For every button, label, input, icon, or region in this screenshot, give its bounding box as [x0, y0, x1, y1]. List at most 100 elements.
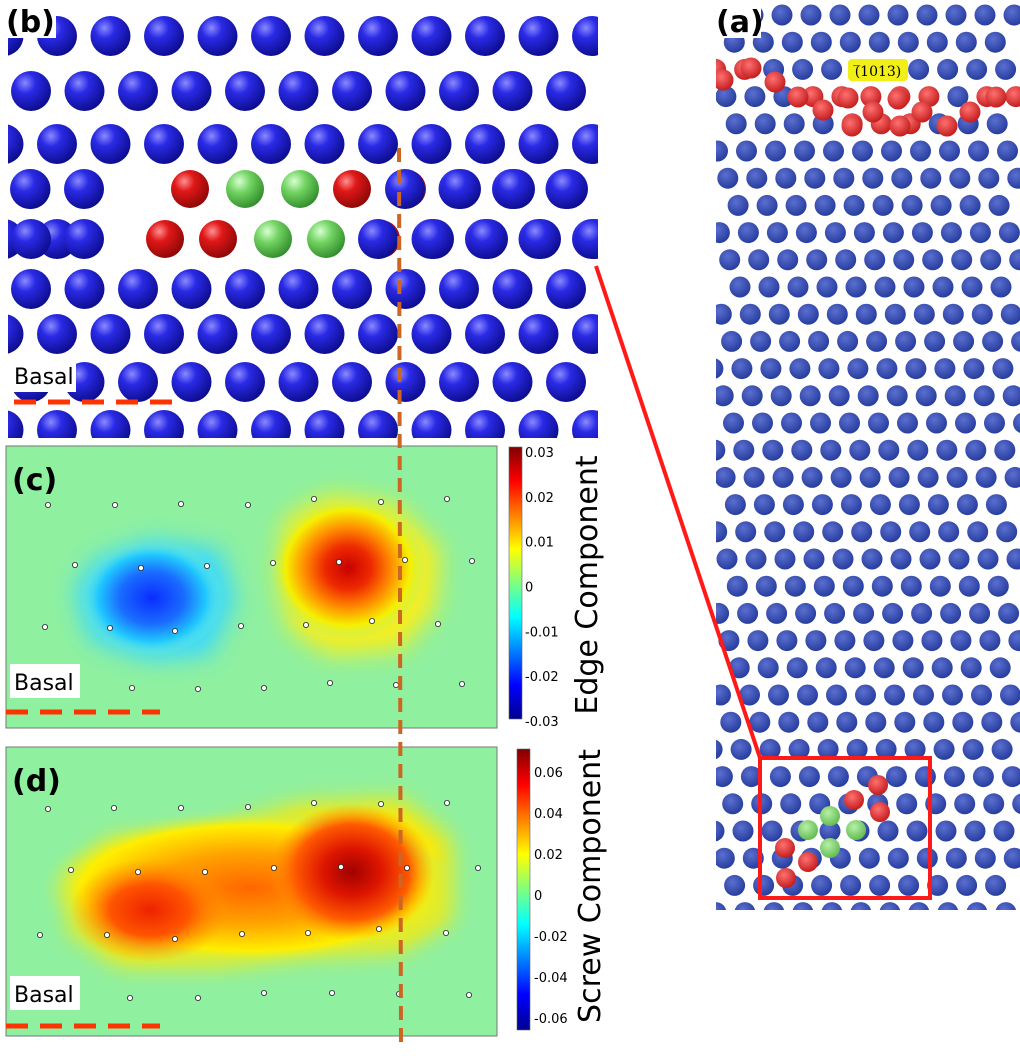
panel-c-basal-bg: [10, 664, 80, 698]
matrix-atom: [465, 16, 505, 56]
matrix-atom: [836, 711, 858, 733]
matrix-atom: [850, 902, 872, 910]
matrix-atom: [575, 219, 598, 259]
boundary-atom: [775, 838, 795, 858]
matrix-atom: [869, 494, 891, 516]
matrix-atom: [1009, 249, 1020, 271]
matrix-atom: [441, 169, 481, 209]
matrix-atom: [837, 330, 859, 352]
matrix-atom: [197, 124, 238, 164]
matrix-atom: [969, 222, 991, 244]
matrix-atom: [495, 169, 535, 209]
matrix-atom: [744, 86, 766, 108]
matrix-atom: [851, 521, 873, 543]
matrix-atom: [716, 439, 726, 461]
matrix-atom: [916, 847, 938, 869]
site-marker: [244, 804, 251, 811]
matrix-atom: [964, 820, 986, 842]
site-marker: [194, 995, 201, 1002]
boundary-atom: [844, 790, 864, 810]
matrix-atom: [855, 303, 877, 325]
matrix-atom: [546, 71, 586, 111]
boundary-atom: [870, 802, 890, 822]
matrix-atom: [777, 249, 799, 271]
matrix-atom: [908, 902, 930, 910]
boundary-atom: [936, 115, 958, 137]
matrix-atom: [994, 439, 1016, 461]
colorbar-tick-label: 0.02: [525, 491, 554, 506]
matrix-atom: [862, 167, 884, 189]
matrix-atom: [858, 4, 880, 26]
matrix-atom: [225, 362, 265, 402]
matrix-atom: [956, 874, 978, 896]
matrix-atom: [778, 711, 800, 733]
matrix-atom: [947, 86, 969, 108]
matrix-atom: [716, 820, 725, 842]
matrix-atom: [895, 330, 917, 352]
matrix-atom: [817, 738, 839, 760]
matrix-atom: [920, 167, 942, 189]
site-marker: [238, 931, 245, 938]
matrix-atom: [882, 222, 904, 244]
site-marker: [335, 559, 342, 566]
matrix-atom: [118, 71, 158, 111]
matrix-atom: [278, 269, 319, 309]
matrix-atom: [903, 276, 925, 298]
matrix-atom: [913, 684, 934, 706]
matrix-atom: [908, 58, 930, 80]
colorbar-tick-label: -0.06: [534, 1012, 568, 1027]
boundary-atom: [1005, 86, 1020, 108]
matrix-atom: [144, 314, 184, 354]
matrix-atom: [492, 362, 533, 402]
site-marker: [474, 865, 481, 872]
matrix-atom: [845, 276, 867, 298]
matrix-atom: [992, 358, 1014, 380]
matrix-atom: [737, 222, 759, 244]
panel-d-screw-map: Basal (d) 0.06 0.04 0.02 0 -0.02 -0.04 -0.06 S…: [5, 746, 608, 1037]
boundary-atom: [911, 101, 933, 123]
matrix-atom: [171, 71, 212, 111]
matrix-atom: [716, 222, 730, 244]
boundary-vertical-dash: [397, 147, 403, 1051]
matrix-atom: [197, 410, 238, 438]
site-marker: [368, 618, 375, 625]
matrix-atom: [439, 362, 479, 402]
site-marker: [443, 495, 450, 502]
matrix-atom: [90, 410, 131, 438]
matrix-atom: [968, 140, 989, 162]
matrix-atom: [492, 269, 533, 309]
matrix-atom: [818, 358, 840, 380]
matrix-atom: [439, 269, 479, 309]
site-marker: [45, 806, 52, 813]
site-marker: [401, 557, 408, 564]
panel-d-field: [6, 747, 497, 1036]
matrix-atom: [813, 575, 835, 597]
matrix-atom: [757, 657, 779, 679]
matrix-atom: [729, 276, 751, 298]
boundary-atom: [798, 852, 818, 872]
matrix-atom: [954, 793, 976, 815]
matrix-atom: [760, 358, 782, 380]
matrix-atom: [745, 548, 767, 570]
matrix-atom: [144, 410, 184, 438]
matrix-atom: [805, 630, 827, 652]
matrix-atom: [827, 766, 849, 788]
matrix-atom: [782, 494, 804, 516]
site-marker: [112, 501, 119, 508]
matrix-atom: [772, 466, 794, 488]
matrix-atom: [768, 684, 789, 706]
matrix-atom: [64, 269, 105, 309]
matrix-atom: [724, 494, 746, 516]
matrix-atom: [278, 71, 319, 111]
matrix-atom: [385, 362, 426, 402]
matrix-atom: [358, 410, 398, 438]
matrix-atom: [739, 684, 760, 706]
matrix-atom: [439, 71, 479, 111]
matrix-atom: [144, 16, 184, 56]
matrix-atom: [919, 548, 941, 570]
panel-a-atoms: [716, 4, 1020, 910]
matrix-atom: [979, 630, 1001, 652]
matrix-atom: [746, 167, 768, 189]
matrix-atom: [717, 167, 739, 189]
boundary-atom: [146, 220, 184, 258]
